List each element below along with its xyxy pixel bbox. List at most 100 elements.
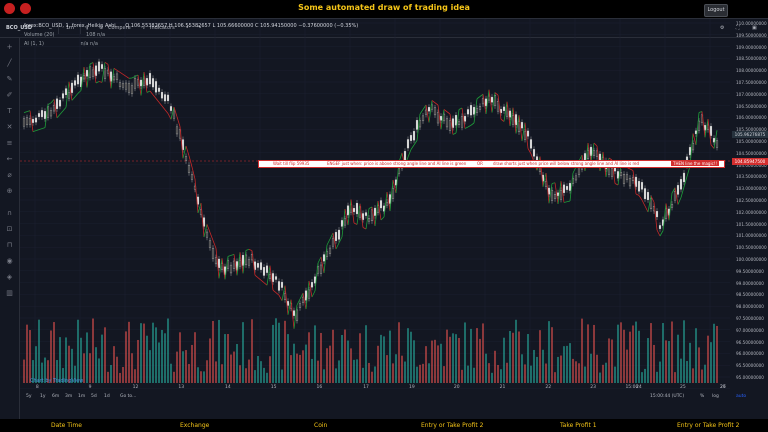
ai-label[interactable]: AI (1, 1) [24, 41, 44, 47]
candle [415, 120, 419, 130]
candle [292, 310, 296, 316]
price-chart[interactable] [20, 19, 730, 401]
candle [427, 107, 431, 112]
volume-bar [545, 363, 547, 383]
alert-icon[interactable] [20, 3, 31, 14]
ai-line [629, 168, 634, 171]
price-tick: 96.50000000 [736, 339, 764, 345]
trendline-icon[interactable]: ╱ [7, 59, 12, 67]
price-tick: 96.00000000 [736, 351, 764, 357]
volume-bar [263, 367, 265, 383]
range-5y[interactable]: 5y [26, 394, 32, 399]
range-1y[interactable]: 1y [40, 394, 46, 399]
range-1d[interactable]: 1d [104, 394, 110, 399]
volume-bar [260, 361, 262, 383]
volume-bar [443, 366, 445, 383]
text-icon[interactable]: T [7, 107, 12, 115]
candle [124, 82, 128, 90]
ai-line [365, 208, 370, 230]
layers-icon[interactable]: ◈ [6, 273, 13, 281]
chart-style-icon[interactable]: ⫼ [86, 25, 89, 31]
logout-button[interactable]: Logout [704, 4, 728, 17]
candle [127, 83, 131, 93]
lock-icon[interactable]: ⊓ [6, 241, 13, 249]
ai-line [221, 258, 226, 280]
candle [187, 164, 191, 173]
redo-icon[interactable]: ↷ [197, 25, 202, 31]
range-6m[interactable]: 6m [52, 394, 60, 399]
range-1m[interactable]: 1m [78, 394, 86, 399]
arrow-left-icon[interactable]: ← [6, 155, 13, 163]
brush-icon[interactable]: ✎ [6, 75, 13, 83]
zoom-icon[interactable]: ⊕ [6, 187, 13, 195]
ai-line [248, 248, 253, 252]
volume-bar [197, 367, 199, 383]
volume-bar [671, 321, 673, 383]
volume-bar [281, 369, 283, 383]
price-scale[interactable]: 110.00000000 109.50000000 109.00000000 108.… [730, 19, 768, 383]
fib-icon[interactable]: ≡ [6, 139, 13, 147]
symbol-search[interactable]: BCO_USD [6, 25, 33, 31]
candle [640, 182, 644, 190]
settings-icon[interactable]: ⚙ [720, 25, 725, 31]
log-toggle[interactable]: log [712, 394, 719, 399]
eye-icon[interactable]: ◉ [6, 257, 13, 265]
tradingview-watermark[interactable]: Chart by TradingView [30, 378, 84, 384]
ai-line [26, 110, 31, 113]
time-tick: 19 [408, 385, 415, 390]
bell-icon[interactable] [4, 3, 15, 14]
candle [61, 93, 65, 99]
candle [421, 115, 425, 122]
indicators-button[interactable]: Indicators [150, 25, 175, 31]
candle [73, 80, 77, 86]
percent-toggle[interactable]: % [700, 394, 705, 399]
volume-bar [296, 353, 298, 383]
volume-bar [578, 363, 580, 383]
fullscreen-icon[interactable]: ⛶ [736, 25, 740, 31]
volume-bar [62, 368, 64, 383]
trash-icon[interactable]: ▥ [6, 289, 13, 297]
snapshot-icon[interactable]: ▣ [752, 25, 757, 31]
candle [352, 208, 356, 213]
pattern-icon[interactable]: ✕ [6, 123, 13, 131]
volume-bar [527, 334, 529, 383]
candle [658, 225, 662, 229]
undo-icon[interactable]: ↶ [186, 25, 191, 31]
candle [22, 118, 26, 127]
ai-line [476, 96, 481, 100]
candle [319, 264, 323, 274]
ai-line [509, 107, 514, 127]
ai-line [173, 106, 178, 117]
auto-toggle[interactable]: auto [736, 394, 747, 399]
lock-draw-icon[interactable]: ⊡ [6, 225, 13, 233]
interval-button[interactable]: 1m [66, 25, 75, 31]
volume-bar [515, 319, 517, 383]
magnet-icon[interactable]: ∩ [6, 209, 13, 217]
ai-line [191, 166, 196, 180]
ruler-icon[interactable]: ⌀ [7, 171, 12, 179]
pen-icon[interactable]: ✐ [6, 91, 13, 99]
volume-bar [125, 331, 127, 383]
volume-bar [599, 372, 601, 383]
crosshair-icon[interactable]: + [6, 43, 13, 51]
ai-line [278, 294, 283, 301]
ai-line [110, 68, 115, 89]
compare-button[interactable]: Compare [108, 25, 131, 31]
volume-bar [347, 340, 349, 383]
range-3m[interactable]: 3m [65, 394, 73, 399]
volume-bar [68, 345, 70, 383]
range-5d[interactable]: 5d [91, 394, 97, 399]
candle [436, 112, 440, 124]
ai-line [32, 130, 37, 133]
divider [58, 22, 59, 34]
ai-line [656, 229, 661, 237]
time-scale[interactable]: 8 9 12 13 14 15 16 17 19 20 21 22 23 24 25 26 27 15:00 [20, 384, 730, 393]
volume-bar [341, 335, 343, 383]
ai-line [488, 89, 493, 113]
legend-symbol[interactable]: forex:BCO_USD, 1, forex, Heikin Ashi [24, 23, 116, 29]
goto-button[interactable]: Go to... [120, 394, 137, 399]
compare-icon[interactable]: ⊕ [99, 25, 104, 31]
volume-bar [509, 331, 511, 383]
volume-label[interactable]: Volume (20) [24, 32, 55, 38]
indicators-icon[interactable]: ∿ [141, 25, 146, 31]
